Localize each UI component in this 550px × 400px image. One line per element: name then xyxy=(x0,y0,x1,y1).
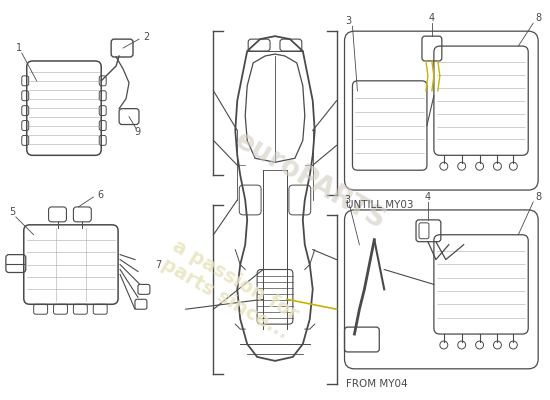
Text: FROM MY04: FROM MY04 xyxy=(346,379,408,389)
Text: 8: 8 xyxy=(535,192,541,202)
Text: 7: 7 xyxy=(155,260,161,270)
Text: 6: 6 xyxy=(97,190,103,200)
Text: euroPARTS: euroPARTS xyxy=(229,126,390,235)
Text: 5: 5 xyxy=(9,207,15,217)
Text: 4: 4 xyxy=(425,192,431,202)
Text: 8: 8 xyxy=(535,13,541,23)
Text: UNTILL MY03: UNTILL MY03 xyxy=(346,200,414,210)
Text: a passion for
parts since...: a passion for parts since... xyxy=(158,236,302,343)
Text: 2: 2 xyxy=(143,32,149,42)
Text: 3: 3 xyxy=(345,16,351,26)
Text: 9: 9 xyxy=(134,128,140,138)
Text: 1: 1 xyxy=(16,43,22,53)
Text: 3: 3 xyxy=(344,195,350,205)
Text: 4: 4 xyxy=(429,13,435,23)
